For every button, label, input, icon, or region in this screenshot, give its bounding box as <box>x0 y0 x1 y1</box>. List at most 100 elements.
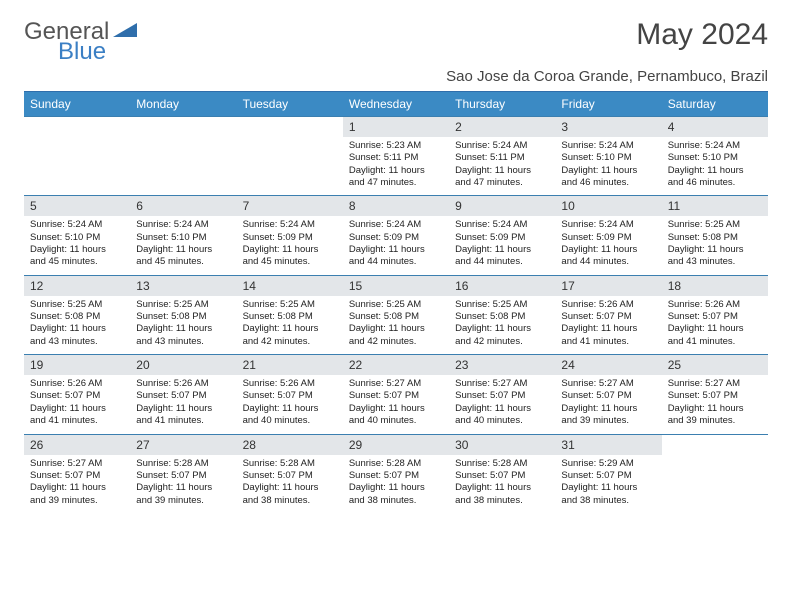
sunset-line: Sunset: 5:07 PM <box>349 390 419 401</box>
daylight-line: Daylight: 11 hours and 41 minutes. <box>561 323 637 346</box>
sunset-line: Sunset: 5:08 PM <box>30 311 100 322</box>
day-number: 17 <box>555 276 661 296</box>
sunset-line: Sunset: 5:10 PM <box>136 232 206 243</box>
sunset-line: Sunset: 5:09 PM <box>349 232 419 243</box>
calendar-day-cell: 20Sunrise: 5:26 AMSunset: 5:07 PMDayligh… <box>130 355 236 434</box>
day-number: 11 <box>662 196 768 216</box>
weekday-header: Friday <box>555 92 661 117</box>
day-number: 12 <box>24 276 130 296</box>
day-number: 25 <box>662 355 768 375</box>
sunset-line: Sunset: 5:09 PM <box>561 232 631 243</box>
calendar-week-row: 5Sunrise: 5:24 AMSunset: 5:10 PMDaylight… <box>24 196 768 275</box>
calendar-day-cell: 30Sunrise: 5:28 AMSunset: 5:07 PMDayligh… <box>449 434 555 513</box>
day-number: 29 <box>343 435 449 455</box>
sunrise-line: Sunrise: 5:24 AM <box>349 219 421 230</box>
weekday-header-row: Sunday Monday Tuesday Wednesday Thursday… <box>24 92 768 117</box>
sunset-line: Sunset: 5:07 PM <box>30 470 100 481</box>
day-data: Sunrise: 5:29 AMSunset: 5:07 PMDaylight:… <box>555 455 661 513</box>
day-number: 26 <box>24 435 130 455</box>
sunrise-line: Sunrise: 5:24 AM <box>561 219 633 230</box>
logo-triangle-icon <box>113 21 137 44</box>
daylight-line: Daylight: 11 hours and 42 minutes. <box>243 323 319 346</box>
sunrise-line: Sunrise: 5:26 AM <box>136 378 208 389</box>
sunset-line: Sunset: 5:07 PM <box>136 390 206 401</box>
sunset-line: Sunset: 5:07 PM <box>668 390 738 401</box>
daylight-line: Daylight: 11 hours and 40 minutes. <box>243 403 319 426</box>
daylight-line: Daylight: 11 hours and 38 minutes. <box>349 482 425 505</box>
sunrise-line: Sunrise: 5:25 AM <box>243 299 315 310</box>
sunrise-line: Sunrise: 5:25 AM <box>30 299 102 310</box>
day-number: 30 <box>449 435 555 455</box>
day-number: 3 <box>555 117 661 137</box>
location: Sao Jose da Coroa Grande, Pernambuco, Br… <box>24 68 768 85</box>
day-data: Sunrise: 5:24 AMSunset: 5:09 PMDaylight:… <box>237 216 343 274</box>
calendar-day-cell: 16Sunrise: 5:25 AMSunset: 5:08 PMDayligh… <box>449 275 555 354</box>
daylight-line: Daylight: 11 hours and 38 minutes. <box>455 482 531 505</box>
calendar-day-cell: 10 Sunrise: 5:24 AM Sunset: 5:09 PMDayligh… <box>555 196 661 275</box>
day-data: Sunrise: 5:28 AMSunset: 5:07 PMDaylight:… <box>130 455 236 513</box>
daylight-line: Daylight: 11 hours and 38 minutes. <box>561 482 637 505</box>
sunset-line: Sunset: 5:11 PM <box>455 152 525 163</box>
sunset-line: Sunset: 5:07 PM <box>455 470 525 481</box>
day-number-empty <box>662 435 768 455</box>
daylight-line: Daylight: 11 hours and 40 minutes. <box>349 403 425 426</box>
day-number: 19 <box>24 355 130 375</box>
day-data: Sunrise: 5:23 AMSunset: 5:11 PMDaylight:… <box>343 137 449 195</box>
weekday-header: Thursday <box>449 92 555 117</box>
day-data: Sunrise: 5:24 AMSunset: 5:09 PMDaylight:… <box>343 216 449 274</box>
day-number: 8 <box>343 196 449 216</box>
day-number: 14 <box>237 276 343 296</box>
sunset-line: Sunset: 5:07 PM <box>349 470 419 481</box>
day-data: Sunrise: 5:28 AMSunset: 5:07 PMDaylight:… <box>449 455 555 513</box>
daylight-line: Daylight: 11 hours and 47 minutes. <box>455 165 531 188</box>
sunrise-line: Sunrise: 5:25 AM <box>668 219 740 230</box>
sunrise-line: Sunrise: 5:27 AM <box>30 458 102 469</box>
calendar-day-cell: 2Sunrise: 5:24 AMSunset: 5:11 PMDaylight… <box>449 117 555 196</box>
sunrise-line: Sunrise: 5:25 AM <box>455 299 527 310</box>
calendar-day-cell: 15Sunrise: 5:25 AMSunset: 5:08 PMDayligh… <box>343 275 449 354</box>
calendar-body: 1Sunrise: 5:23 AMSunset: 5:11 PMDaylight… <box>24 117 768 513</box>
day-number: 16 <box>449 276 555 296</box>
calendar-day-cell: 17Sunrise: 5:26 AMSunset: 5:07 PMDayligh… <box>555 275 661 354</box>
day-number: 28 <box>237 435 343 455</box>
sunrise-line: Sunrise: 5:24 AM <box>30 219 102 230</box>
calendar-day-cell: 9Sunrise: 5:24 AMSunset: 5:09 PMDaylight… <box>449 196 555 275</box>
calendar-week-row: 26Sunrise: 5:27 AMSunset: 5:07 PMDayligh… <box>24 434 768 513</box>
calendar-day-cell: 24Sunrise: 5:27 AMSunset: 5:07 PMDayligh… <box>555 355 661 434</box>
daylight-line: Daylight: 11 hours and 44 minutes. <box>561 244 637 267</box>
sunrise-line: Sunrise: 5:26 AM <box>243 378 315 389</box>
calendar-day-cell: 6Sunrise: 5:24 AMSunset: 5:10 PMDaylight… <box>130 196 236 275</box>
sunset-line: Sunset: 5:10 PM <box>561 152 631 163</box>
weekday-header: Wednesday <box>343 92 449 117</box>
calendar-day-cell: 13Sunrise: 5:25 AMSunset: 5:08 PMDayligh… <box>130 275 236 354</box>
day-data-empty <box>662 455 768 503</box>
daylight-line: Daylight: 11 hours and 41 minutes. <box>668 323 744 346</box>
sunset-line: Sunset: 5:11 PM <box>349 152 419 163</box>
day-data: Sunrise: 5:24 AM Sunset: 5:09 PMDaylight:… <box>555 216 661 274</box>
day-number: 18 <box>662 276 768 296</box>
day-data: Sunrise: 5:26 AMSunset: 5:07 PMDaylight:… <box>662 296 768 354</box>
sunrise-line: Sunrise: 5:24 AM <box>455 140 527 151</box>
calendar-day-cell <box>24 117 130 196</box>
day-data: Sunrise: 5:27 AMSunset: 5:07 PMDaylight:… <box>555 375 661 433</box>
day-data: Sunrise: 5:24 AMSunset: 5:09 PMDaylight:… <box>449 216 555 274</box>
daylight-line: Daylight: 11 hours and 45 minutes. <box>243 244 319 267</box>
day-number: 21 <box>237 355 343 375</box>
day-number-empty <box>130 117 236 137</box>
day-data: Sunrise: 5:28 AMSunset: 5:07 PMDaylight:… <box>237 455 343 513</box>
daylight-line: Daylight: 11 hours and 43 minutes. <box>136 323 212 346</box>
sunrise-line: Sunrise: 5:24 AM <box>561 140 633 151</box>
daylight-line: Daylight: 11 hours and 45 minutes. <box>30 244 106 267</box>
day-number: 10 <box>555 196 661 216</box>
day-data-empty <box>130 137 236 185</box>
day-data: Sunrise: 5:26 AMSunset: 5:07 PMDaylight:… <box>130 375 236 433</box>
day-number: 31 <box>555 435 661 455</box>
day-number: 7 <box>237 196 343 216</box>
logo-text-2: Blue <box>58 38 106 66</box>
day-data: Sunrise: 5:25 AMSunset: 5:08 PMDaylight:… <box>237 296 343 354</box>
sunrise-line: Sunrise: 5:28 AM <box>243 458 315 469</box>
day-number: 22 <box>343 355 449 375</box>
sunset-line: Sunset: 5:10 PM <box>668 152 738 163</box>
day-data: Sunrise: 5:25 AMSunset: 5:08 PMDaylight:… <box>130 296 236 354</box>
calendar-day-cell: 4Sunrise: 5:24 AMSunset: 5:10 PMDaylight… <box>662 117 768 196</box>
